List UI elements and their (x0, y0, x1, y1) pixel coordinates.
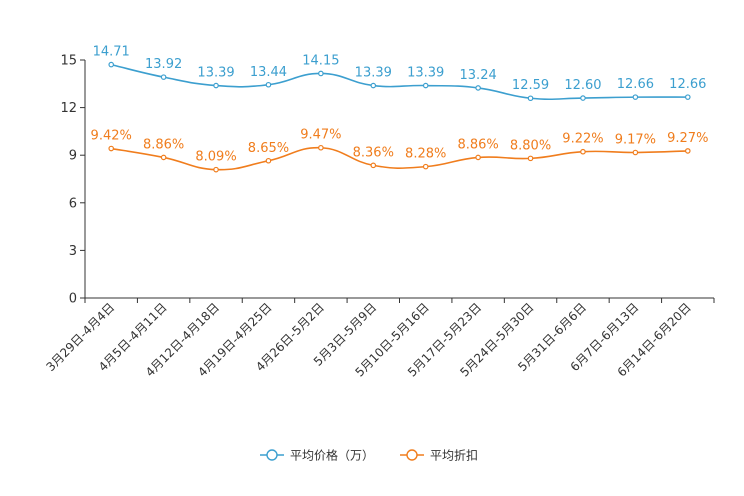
series-line (111, 63, 688, 101)
data-point (475, 154, 481, 161)
data-point (632, 149, 639, 156)
data-label: 8.28% (405, 147, 446, 162)
data-point (527, 155, 534, 162)
data-label: 13.39 (197, 66, 234, 81)
series-2: 9.42% 8.86% 8.09% 8.65% 9.47% 8.36% 8.28% 8.86%… (91, 128, 708, 173)
data-point (422, 163, 429, 170)
data-label: 13.24 (460, 68, 497, 83)
data-point (318, 144, 324, 151)
series-line (111, 146, 688, 171)
y-tick-label: 12 (60, 101, 77, 116)
data-label: 12.66 (669, 77, 706, 92)
data-point (527, 95, 534, 102)
data-point (580, 148, 586, 155)
data-point (684, 94, 691, 100)
data-point (108, 145, 115, 152)
data-label: 13.92 (145, 57, 182, 72)
data-point (370, 82, 377, 89)
y-tick-label: 3 (69, 244, 77, 259)
data-label: 8.36% (353, 145, 394, 160)
data-label: 9.42% (91, 129, 132, 144)
legend-marker (266, 449, 278, 461)
legend: 平均价格（万） 平均折扣 (260, 448, 478, 463)
x-axis: 3月29日-4月4日4月5日-4月11日4月12日-4月18日4月19日-4月2… (43, 297, 715, 380)
data-point (422, 82, 429, 89)
data-label: 8.86% (143, 137, 184, 152)
data-label: 9.27% (667, 131, 708, 146)
data-label: 8.09% (195, 150, 236, 165)
y-tick-label: 6 (69, 196, 77, 211)
series-1: 14.71 13.92 13.39 13.44 14.15 13.39 13.39 13.24… (93, 45, 706, 102)
data-label: 8.86% (457, 137, 498, 152)
data-label: 12.59 (512, 78, 549, 93)
data-label: 14.15 (302, 53, 339, 68)
data-point (475, 85, 481, 91)
legend-item-1[interactable]: 平均价格（万） (260, 448, 374, 463)
series-layer: 14.71 13.92 13.39 13.44 14.15 13.39 13.39 13.24… (91, 45, 708, 173)
legend-marker (406, 449, 418, 461)
data-point (160, 74, 167, 80)
data-label: 9.22% (562, 132, 603, 147)
data-point (318, 70, 324, 77)
data-label: 12.60 (564, 78, 601, 93)
data-point (580, 95, 586, 101)
legend-label: 平均价格（万） (290, 448, 374, 463)
data-label: 13.39 (407, 66, 444, 81)
data-label: 12.66 (617, 77, 654, 92)
data-point (213, 166, 219, 173)
data-label: 14.71 (93, 45, 130, 60)
data-label: 9.47% (300, 128, 341, 143)
data-label: 13.39 (355, 66, 392, 81)
data-point (265, 157, 272, 164)
data-point (108, 61, 115, 68)
data-label: 13.44 (250, 65, 287, 80)
data-point (160, 154, 167, 161)
y-axis: 0 3 6 9 12 15 (60, 54, 86, 307)
data-label: 9.17% (615, 133, 656, 148)
data-label: 8.80% (510, 138, 551, 153)
data-point (213, 82, 219, 89)
y-tick-label: 0 (69, 292, 77, 307)
data-point (684, 148, 691, 154)
y-tick-label: 9 (69, 149, 77, 164)
data-label: 8.65% (248, 141, 289, 156)
legend-item-2[interactable]: 平均折扣 (400, 448, 478, 463)
data-point (370, 162, 377, 169)
data-point (632, 94, 639, 100)
legend-label: 平均折扣 (430, 448, 478, 463)
y-tick-label: 15 (60, 54, 77, 69)
data-point (265, 81, 272, 88)
